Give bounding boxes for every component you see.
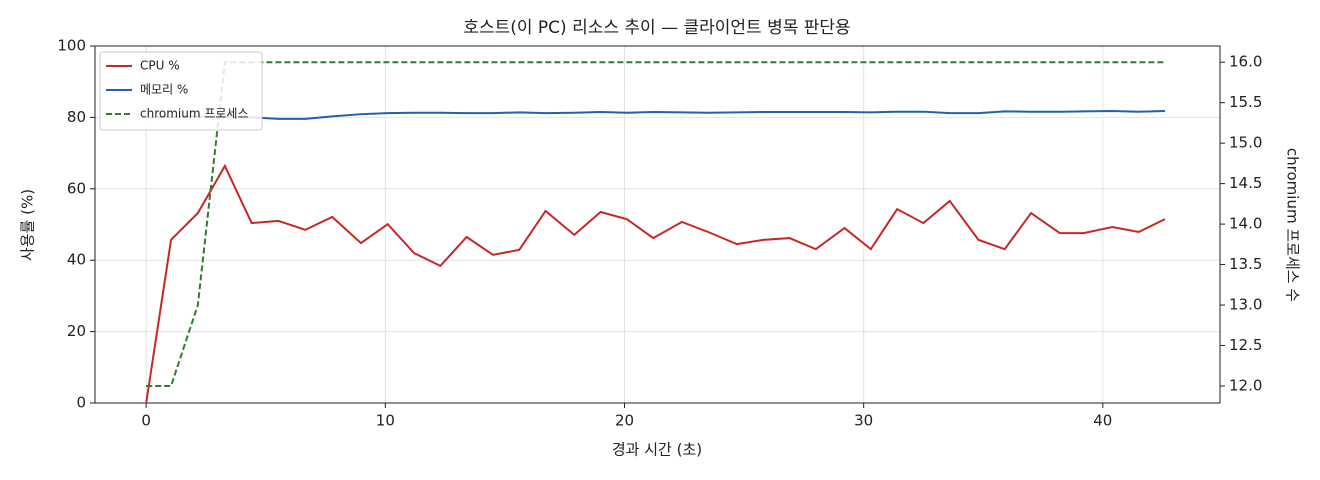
y2-tick-label: 13.0 [1229, 296, 1262, 314]
x-tick-label: 40 [1093, 412, 1112, 430]
series-line [146, 109, 1166, 120]
y2-tick-label: 15.0 [1229, 134, 1262, 152]
y-tick-label: 20 [67, 322, 86, 340]
y-tick-label: 40 [67, 251, 86, 269]
legend-label: CPU % [140, 59, 180, 73]
y2-axis-label: chromium 프로세스 수 [1284, 148, 1302, 302]
y2-tick-label: 16.0 [1229, 53, 1262, 71]
legend-box [99, 51, 263, 131]
y-tick-label: 0 [76, 394, 86, 412]
y2-tick-label: 12.5 [1229, 336, 1262, 354]
y2-tick-label: 14.0 [1229, 215, 1262, 233]
series-line [145, 163, 1166, 404]
x-tick-label: 20 [615, 412, 634, 430]
legend-label: 메모리 % [140, 83, 188, 97]
y-tick-label: 60 [67, 179, 86, 197]
legend-label: chromium 프로세스 [140, 107, 249, 121]
y-tick-label: 80 [67, 108, 86, 126]
x-tick-label: 10 [376, 412, 395, 430]
x-tick-label: 30 [854, 412, 873, 430]
y-axis-label: 사용률 (%) [19, 189, 37, 261]
x-tick-label: 0 [141, 412, 151, 430]
chart-title: 호스트(이 PC) 리소스 추이 — 클라이언트 병목 판단용 [463, 18, 850, 38]
y2-tick-label: 13.5 [1229, 255, 1262, 273]
y2-tick-label: 15.5 [1229, 93, 1262, 111]
x-axis-label: 경과 시간 (초) [612, 441, 702, 459]
y-tick-label: 100 [57, 37, 86, 55]
legend: CPU % 메모리 % chromium 프로세스 [99, 51, 263, 131]
y2-tick-label: 14.5 [1229, 174, 1262, 192]
y2-tick-label: 12.0 [1229, 377, 1262, 395]
plot-frame [94, 45, 1221, 404]
series-line [146, 61, 1165, 387]
